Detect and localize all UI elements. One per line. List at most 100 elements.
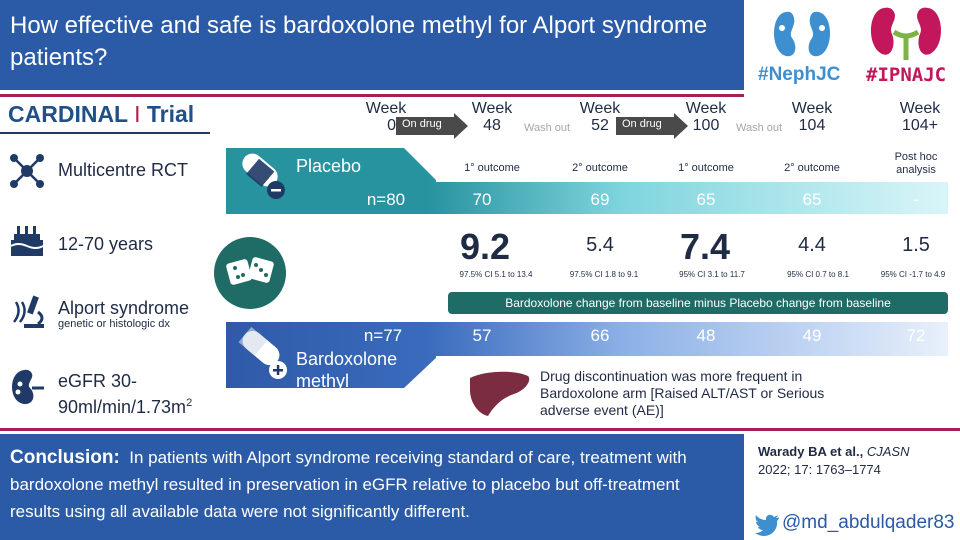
placebo-n: n=80 <box>366 190 406 209</box>
feature-egfr-line1: eGFR 30- <box>58 371 138 391</box>
kidney-icon <box>12 369 44 405</box>
pill-minus-icon <box>242 153 285 199</box>
conclusion-heading: Conclusion: <box>10 447 120 468</box>
week-label: Week <box>899 100 941 117</box>
on-drug-label-2: On drug <box>622 118 662 130</box>
diff-ci-2: 97.5% CI 1.8 to 9.1 <box>569 270 639 279</box>
on-drug-label-1: On drug <box>402 118 442 130</box>
week-number: 104+ <box>901 117 939 134</box>
diff-value-1: 9.2 <box>459 226 511 267</box>
outcome-label-1: 1° outcome <box>464 162 520 174</box>
pill-plus-icon <box>238 326 287 379</box>
washout-label-1: Wash out <box>524 122 571 134</box>
week-number: 100 <box>692 117 720 134</box>
placebo-value-1: 70 <box>472 190 492 209</box>
citation-journal: CJASN <box>866 444 910 459</box>
logo-area: #NephJC #IPNAJC <box>744 0 960 96</box>
difference-explanation-bar: Bardoxolone change from baseline minus P… <box>448 292 948 314</box>
feature-alport: Alport syndrome <box>58 298 190 318</box>
diff-ci-4: 95% CI 0.7 to 8.1 <box>787 270 849 279</box>
posthoc-line2: analysis <box>896 164 936 176</box>
twitter-handle-box: @md_abdulqader83 <box>752 500 960 540</box>
feature-age: 12-70 years <box>58 234 154 254</box>
placebo-value-3: 65 <box>696 190 716 209</box>
bardox-value-1: 57 <box>472 326 492 345</box>
trial-name: CARDINAL <box>8 101 128 127</box>
week-label: Week <box>791 100 833 117</box>
week-label: Week <box>365 100 407 117</box>
week-52: Week 52 <box>574 100 626 134</box>
diff-value-3: 7.4 <box>679 226 731 267</box>
feature-design: Multicentre RCT <box>58 160 189 180</box>
trial-suffix: Trial <box>146 101 195 127</box>
week-label: Week <box>579 100 621 117</box>
page-title: How effective and safe is bardoxolone me… <box>10 12 708 71</box>
diff-value-5: 1.5 <box>902 234 930 256</box>
feature-alport-sub: genetic or histologic dx <box>58 318 170 330</box>
diff-value-4: 4.4 <box>798 234 826 256</box>
liver-icon <box>470 371 530 416</box>
outcome-label-2: 2° outcome <box>572 162 628 174</box>
bardoxolone-label-line1: Bardoxolone <box>296 349 398 369</box>
cake-icon <box>10 226 44 256</box>
diff-ci-1: 97.5% CI 5.1 to 13.4 <box>459 270 533 279</box>
citation-reference: 2022; 17: 1763–1774 <box>758 462 881 477</box>
week-100: Week 100 <box>680 100 732 134</box>
week-number: 48 <box>483 117 501 134</box>
ipnajc-logo-text: #IPNAJC <box>866 64 947 86</box>
placebo-value-4: 65 <box>802 190 822 209</box>
conclusion-text: In patients with Alport syndrome receivi… <box>10 448 687 521</box>
week-number: 52 <box>591 117 609 134</box>
ipnajc-kidney-logo <box>870 7 942 60</box>
posthoc-label: Post hoc analysis <box>876 151 956 177</box>
bardoxolone-label: Bardoxolone methyl <box>296 348 397 392</box>
placebo-label: Placebo <box>296 156 362 176</box>
outcome-label-4: 2° outcome <box>784 162 840 174</box>
twitter-icon <box>755 514 779 536</box>
dice-icon <box>226 257 274 285</box>
placebo-band-top-cutout <box>436 148 948 182</box>
bardox-value-4: 49 <box>802 326 822 345</box>
bardoxolone-label-line2: methyl <box>296 371 350 391</box>
week-48: Week 48 <box>466 100 518 134</box>
conclusion: Conclusion: In patients with Alport synd… <box>10 444 730 525</box>
diff-ci-3: 95% CI 3.1 to 11.7 <box>679 270 745 279</box>
dice-icon-badge <box>214 237 286 309</box>
week-number: 0 <box>387 117 396 134</box>
header-divider <box>0 94 744 97</box>
week-label: Week <box>685 100 727 117</box>
trial-underline <box>0 132 210 134</box>
posthoc-line1: Post hoc <box>894 151 938 163</box>
outcome-label-3: 1° outcome <box>678 162 734 174</box>
feature-egfr-line2: 90ml/min/1.73m <box>58 397 187 417</box>
washout-label-2: Wash out <box>736 122 783 134</box>
feature-egfr: eGFR 30- 90ml/min/1.73m2 <box>58 370 192 418</box>
nephjc-logo-text: #NephJC <box>758 64 841 85</box>
conclusion-banner <box>0 434 744 540</box>
feature-egfr-sup: 2 <box>186 397 193 409</box>
diff-ci-5: 95% CI -1.7 to 4.9 <box>880 270 946 279</box>
week-104-plus: Week 104+ <box>894 100 946 134</box>
footer-divider <box>0 428 960 431</box>
twitter-handle[interactable]: @md_abdulqader83 <box>782 512 955 533</box>
week-0: Week 0 <box>360 100 412 134</box>
citation: Warady BA et al., CJASN 2022; 17: 1763–1… <box>752 434 960 492</box>
nephjc-kidney-logo <box>774 11 830 57</box>
bardox-value-5: 72 <box>906 326 926 345</box>
bardoxolone-n: n=77 <box>363 326 403 345</box>
citation-authors: Warady BA et al., <box>758 444 864 459</box>
safety-note: Drug discontinuation was more frequent i… <box>540 368 825 418</box>
week-104: Week 104 <box>786 100 838 134</box>
network-icon <box>10 154 44 188</box>
diff-value-2: 5.4 <box>586 234 614 256</box>
placebo-value-2: 69 <box>590 190 610 209</box>
on-drug-arrow-1 <box>396 113 468 139</box>
trial-separator: I <box>134 101 141 127</box>
placebo-value-5: - <box>913 190 919 209</box>
microscope-icon <box>12 295 44 328</box>
title-banner <box>0 0 744 90</box>
bardox-value-2: 66 <box>590 326 610 345</box>
trial-title: CARDINAL I Trial <box>8 101 194 128</box>
week-label: Week <box>471 100 513 117</box>
on-drug-arrow-2 <box>616 113 688 139</box>
